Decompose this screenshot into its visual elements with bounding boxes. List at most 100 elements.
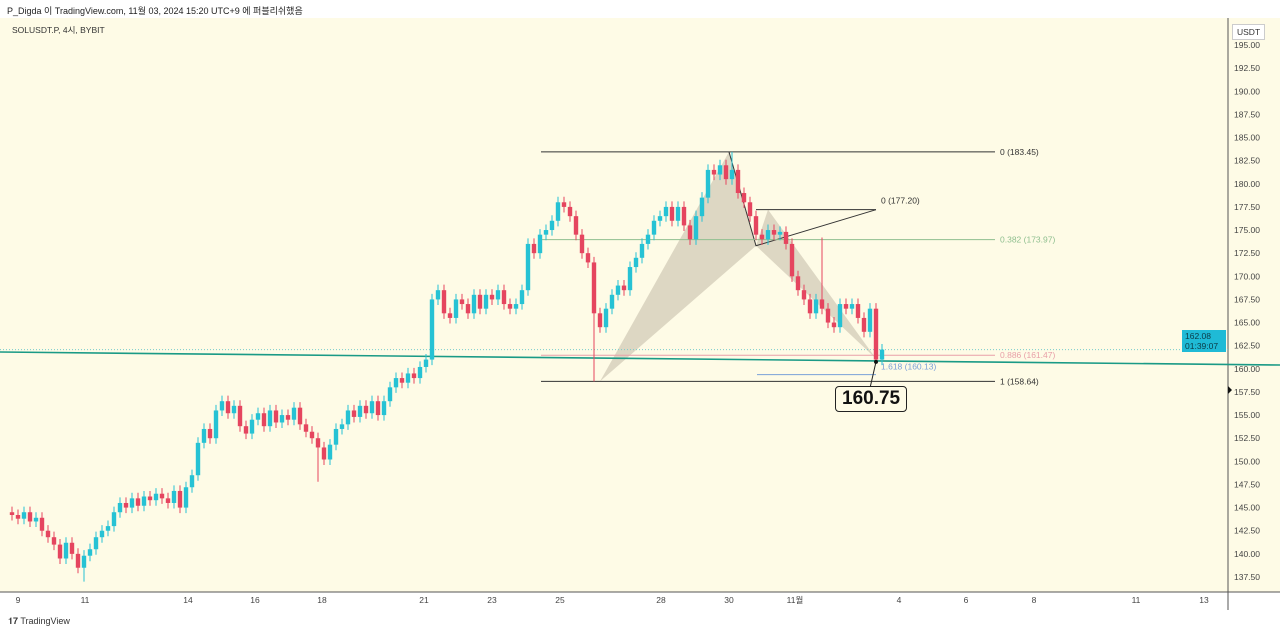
- candle-up: [267, 410, 273, 427]
- candle-up: [249, 419, 255, 434]
- candle-up: [627, 267, 633, 291]
- candle-up: [345, 410, 351, 425]
- price-chart[interactable]: 0 (183.45) 0.382 (173.97) 0.886 (161.47) 1.…: [0, 18, 1280, 618]
- y-tick-label: 142.50: [1234, 526, 1260, 536]
- candle-up: [867, 308, 873, 332]
- candle-up: [327, 444, 333, 460]
- current-price-label: 162.08 01:39:07: [1182, 330, 1226, 352]
- candle-up: [675, 206, 681, 221]
- candle-up: [189, 475, 195, 488]
- candle-up: [153, 493, 159, 501]
- x-tick-label: 14: [183, 595, 193, 605]
- candle-down: [57, 544, 63, 559]
- candle-up: [171, 490, 177, 503]
- y-tick-label: 140.00: [1234, 549, 1260, 559]
- current-price: 162.08: [1185, 331, 1211, 341]
- candle-up: [429, 299, 435, 360]
- tradingview-logo: 𝟏𝟕 TradingView: [8, 616, 70, 627]
- callout-pointer: [869, 361, 877, 389]
- candle-down: [123, 502, 129, 508]
- candle-down: [597, 313, 603, 328]
- candle-down: [567, 206, 573, 217]
- candle-up: [555, 202, 561, 221]
- candle-up: [729, 169, 735, 180]
- candle-up: [603, 308, 609, 328]
- y-tick-label: 167.50: [1234, 294, 1260, 304]
- candle-down: [27, 512, 33, 522]
- candle-up: [369, 401, 375, 414]
- fib-label: 0.886 (161.47): [1000, 350, 1055, 360]
- candle-down: [681, 206, 687, 226]
- candle-down: [861, 317, 867, 332]
- candle-up: [393, 378, 399, 388]
- candle-up: [693, 216, 699, 240]
- candle-up: [93, 537, 99, 550]
- candle-up: [525, 243, 531, 291]
- callout-dot: [874, 359, 878, 364]
- candle-up: [21, 512, 27, 519]
- x-tick-label: 25: [555, 595, 565, 605]
- candle-up: [339, 424, 345, 429]
- candle-up: [633, 257, 639, 268]
- candle-down: [363, 405, 369, 414]
- candle-up: [105, 526, 111, 531]
- candle-up: [705, 169, 711, 198]
- candle-down: [741, 193, 747, 203]
- x-tick-label: 13: [1199, 595, 1209, 605]
- tv-icon: 𝟏𝟕: [8, 616, 21, 626]
- candle-up: [291, 407, 297, 420]
- candle-up: [471, 294, 477, 314]
- y-tick-label: 147.50: [1234, 479, 1260, 489]
- x-tick-label: 30: [724, 595, 734, 605]
- currency-button[interactable]: USDT: [1232, 24, 1266, 40]
- candle-up: [609, 294, 615, 309]
- x-tick-label: 4: [897, 595, 902, 605]
- candle-down: [669, 206, 675, 221]
- y-tick-label: 187.50: [1234, 109, 1260, 119]
- candle-up: [99, 530, 105, 538]
- y-tick-label: 185.00: [1234, 133, 1260, 143]
- candle-down: [399, 378, 405, 383]
- x-tick-label: 6: [964, 595, 969, 605]
- candle-down: [759, 234, 765, 240]
- x-tick-label: 11월: [787, 595, 804, 605]
- candle-up: [639, 243, 645, 258]
- candle-up: [231, 405, 237, 414]
- candle-down: [9, 512, 15, 516]
- fib-label: 1 (158.64): [1000, 376, 1039, 386]
- candle-down: [321, 447, 327, 460]
- y-tick-label: 152.50: [1234, 433, 1260, 443]
- candle-up: [549, 220, 555, 231]
- candle-down: [753, 216, 759, 235]
- candle-down: [807, 299, 813, 314]
- candle-down: [447, 313, 453, 318]
- candle-up: [651, 220, 657, 235]
- candle-up: [213, 410, 219, 439]
- candle-down: [501, 290, 507, 305]
- candle-up: [453, 299, 459, 318]
- candle-up: [255, 413, 261, 420]
- candle-down: [45, 530, 51, 538]
- candle-down: [39, 517, 45, 531]
- y-tick-label: 180.00: [1234, 179, 1260, 189]
- candle-up: [195, 442, 201, 476]
- y-tick-label: 177.50: [1234, 202, 1260, 212]
- candle-up: [813, 299, 819, 314]
- candle-up: [87, 549, 93, 556]
- candle-down: [375, 401, 381, 416]
- candle-up: [417, 366, 423, 379]
- candle-up: [513, 304, 519, 309]
- y-tick-label: 160.00: [1234, 364, 1260, 374]
- y-tick-label: 157.50: [1234, 387, 1260, 397]
- symbol-label: SOLUSDT.P, 4시, BYBIT: [12, 25, 105, 35]
- candle-up: [519, 290, 525, 305]
- candle-down: [747, 202, 753, 217]
- publisher-header: P_Digda 이 TradingView.com, 11월 03, 2024 …: [7, 6, 303, 16]
- candle-up: [117, 502, 123, 513]
- candle-up: [663, 206, 669, 217]
- candle-down: [261, 413, 267, 427]
- candle-down: [819, 299, 825, 309]
- candle-down: [795, 276, 801, 291]
- price-callout: 160.75: [835, 386, 908, 412]
- candle-down: [297, 407, 303, 425]
